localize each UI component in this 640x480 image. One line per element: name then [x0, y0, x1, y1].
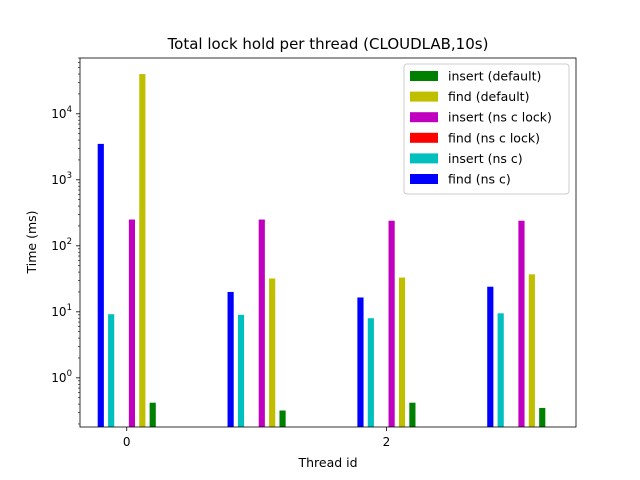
bar-insert-ns-c-thread-3	[497, 313, 504, 427]
bar-find-ns-c-thread-0	[97, 143, 104, 427]
y-tick-label: 104	[51, 105, 72, 121]
bars-layer	[97, 74, 546, 428]
legend-label: insert (ns c lock)	[448, 110, 552, 125]
legend-swatch	[410, 71, 438, 81]
legend-label: insert (default)	[448, 69, 541, 84]
x-tick-label: 0	[123, 435, 131, 449]
y-tick-label: 101	[51, 303, 72, 319]
bar-insert-ns-c-lock-thread-3	[518, 220, 525, 427]
bar-insert-ns-c-lock-thread-1	[258, 219, 265, 427]
bar-insert-ns-c-thread-0	[108, 314, 115, 427]
bar-find-default-thread-2	[398, 277, 406, 427]
bar-insert-ns-c-lock-thread-2	[388, 220, 395, 427]
bar-find-default-thread-1	[269, 278, 276, 427]
legend-label: find (default)	[448, 89, 529, 104]
y-tick-label: 102	[51, 237, 72, 253]
bar-insert-ns-c-thread-1	[237, 314, 245, 427]
bar-insert-default-thread-1	[279, 410, 286, 427]
legend-swatch	[410, 91, 438, 102]
bar-find-default-thread-0	[139, 74, 146, 428]
bar-find-ns-c-thread-3	[487, 286, 494, 427]
bar-find-ns-c-thread-2	[357, 297, 364, 427]
plot-frame	[79, 57, 577, 428]
legend-label: find (ns c)	[448, 172, 511, 187]
y-tick-label: 103	[51, 171, 72, 187]
legend-label: find (ns c lock)	[448, 130, 540, 145]
x-axis-label: Thread id	[297, 455, 357, 470]
legend-swatch	[410, 174, 438, 184]
chart-title: Total lock hold per thread (CLOUDLAB,10s…	[167, 35, 489, 53]
legend-swatch	[410, 132, 438, 143]
legend-box	[403, 63, 570, 195]
bar-find-default-thread-3	[528, 274, 535, 427]
bar-insert-default-thread-3	[539, 407, 546, 427]
y-tick-label: 100	[51, 369, 72, 385]
y-axis-label: Time (ms)	[24, 210, 39, 274]
legend-swatch	[410, 112, 438, 123]
bar-insert-ns-c-thread-2	[367, 318, 374, 427]
legend-swatch	[410, 153, 438, 164]
legend-label: insert (ns c)	[448, 151, 523, 166]
x-tick-label: 2	[383, 435, 391, 449]
bar-insert-default-thread-2	[409, 402, 416, 427]
bar-find-ns-c-thread-1	[227, 291, 234, 427]
bar-insert-ns-c-lock-thread-0	[128, 219, 136, 427]
bar-insert-default-thread-0	[149, 402, 156, 427]
legend: insert (default) find (default) insert (ns…	[403, 63, 570, 195]
